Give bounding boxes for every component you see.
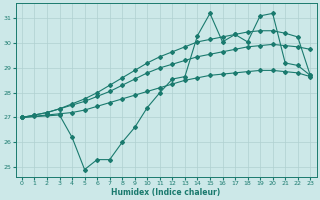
X-axis label: Humidex (Indice chaleur): Humidex (Indice chaleur) xyxy=(111,188,221,197)
